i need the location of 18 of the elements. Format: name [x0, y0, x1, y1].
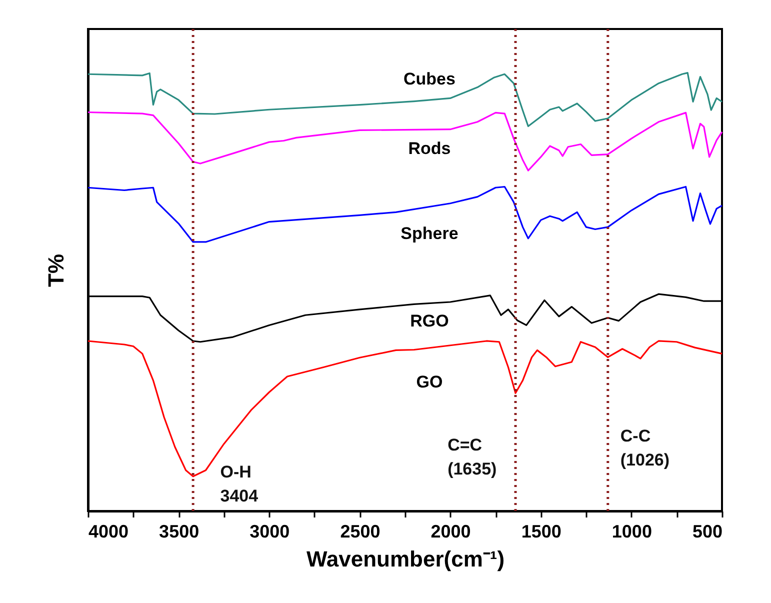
x-axis-title: Wavenumber(cm⁻¹)	[306, 546, 505, 572]
x-tick-label: 3500	[159, 522, 200, 542]
x-tick-label: 1000	[612, 522, 652, 542]
x-tick-label: 500	[692, 522, 722, 542]
x-tick-label: 4000	[88, 522, 129, 542]
x-tick-label: 1500	[521, 522, 562, 542]
annotation: O-H 3404	[220, 462, 259, 506]
series-label: Sphere	[400, 224, 458, 244]
annotation: C-C (1026)	[620, 426, 670, 470]
x-tick-label: 3000	[250, 522, 290, 542]
series-label: RGO	[410, 312, 449, 331]
series-label: Cubes	[403, 69, 456, 88]
series-label: Rods	[408, 139, 451, 158]
x-tick-label: 2500	[340, 522, 380, 542]
x-tick-label: 2000	[430, 522, 471, 542]
annotation: C=C (1635)	[448, 435, 497, 478]
series-label: GO	[416, 372, 443, 392]
y-axis-title: T%	[44, 254, 68, 287]
